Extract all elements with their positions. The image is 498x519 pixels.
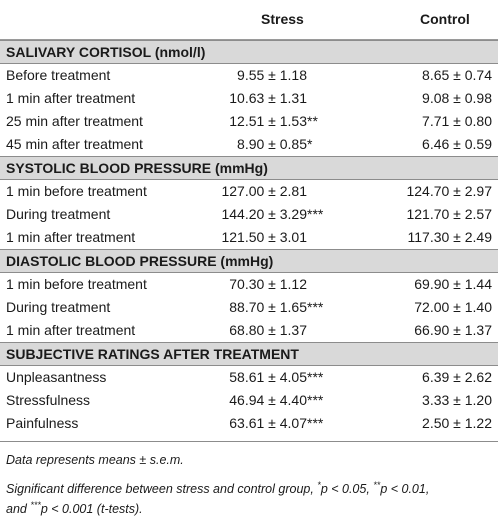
stress-value-cell: 58.61 ± 4.05*** [219, 369, 331, 385]
stress-value: 88.70 ± 1.65 [229, 299, 307, 315]
row-label: 1 min after treatment [6, 229, 136, 245]
control-value: 2.50 ± 1.22 [422, 415, 492, 431]
section-header: DIASTOLIC BLOOD PRESSURE (mmHg) [0, 249, 498, 273]
header-control: Control [420, 11, 470, 27]
control-value: 9.08 ± 0.98 [422, 90, 492, 106]
stress-value: 58.61 ± 4.05 [229, 369, 307, 385]
table-header: Stress Control [0, 0, 498, 40]
significance-marker: *** [307, 369, 324, 385]
stress-value: 63.61 ± 4.07 [229, 415, 307, 431]
table-row: Unpleasantness 58.61 ± 4.05*** 6.39 ± 2.62 [0, 366, 498, 389]
significance-marker: *** [307, 392, 324, 408]
table-bottom-rule [0, 441, 498, 442]
significance-marker: *** [307, 299, 324, 315]
row-label: Stressfulness [6, 392, 91, 408]
stress-value: 8.90 ± 0.85 [237, 136, 307, 152]
table-row: Painfulness 63.61 ± 4.07*** 2.50 ± 1.22 [0, 412, 498, 435]
table-row: 1 min before treatment 127.00 ± 2.81 124.7… [0, 180, 498, 203]
significance-marker: * [307, 136, 313, 152]
row-label: Painfulness [6, 415, 79, 431]
control-value: 8.65 ± 0.74 [422, 67, 492, 83]
stress-value-cell: 121.50 ± 3.01 [219, 229, 331, 245]
row-label: Unpleasantness [6, 369, 107, 385]
row-label: 1 min after treatment [6, 322, 136, 338]
control-value: 121.70 ± 2.57 [406, 206, 492, 222]
row-label: During treatment [6, 299, 111, 315]
significance-marker: *** [307, 206, 324, 222]
stress-value: 144.20 ± 3.29 [221, 206, 307, 222]
note-significance-prefix: Significant difference between stress an… [6, 482, 318, 496]
row-label: 1 min after treatment [6, 90, 136, 106]
section-title: SALIVARY CORTISOL (nmol/l) [6, 44, 206, 60]
stress-value: 12.51 ± 1.53 [229, 113, 307, 129]
control-value: 3.33 ± 1.20 [422, 392, 492, 408]
stress-value-cell: 12.51 ± 1.53** [219, 113, 331, 129]
table-row: During treatment 144.20 ± 3.29*** 121.70 ±… [0, 203, 498, 226]
stress-value: 127.00 ± 2.81 [221, 183, 307, 199]
row-label: During treatment [6, 206, 111, 222]
control-value: 66.90 ± 1.37 [414, 322, 492, 338]
control-value: 7.71 ± 0.80 [422, 113, 492, 129]
row-label: 25 min after treatment [6, 113, 143, 129]
row-label: 1 min before treatment [6, 183, 147, 199]
control-value: 117.30 ± 2.49 [407, 229, 493, 245]
note-sig-1: * [317, 480, 321, 490]
table-row: 1 min after treatment 121.50 ± 3.01 117.30… [0, 226, 498, 249]
header-stress: Stress [261, 11, 304, 27]
stress-value-cell: 46.94 ± 4.40*** [219, 392, 331, 408]
control-value: 69.90 ± 1.44 [414, 276, 492, 292]
significance-marker: ** [307, 113, 318, 129]
note-p2: p < 0.01, [380, 482, 430, 496]
stress-value-cell: 127.00 ± 2.81 [219, 183, 331, 199]
note-sig-3: *** [30, 500, 41, 510]
note-p1: p < 0.05, [320, 482, 374, 496]
note-sig-2: ** [373, 480, 381, 490]
stress-value: 9.55 ± 1.18 [237, 67, 307, 83]
control-value: 6.39 ± 2.62 [422, 369, 492, 385]
stress-value-cell: 10.63 ± 1.31 [219, 90, 331, 106]
control-value: 124.70 ± 2.97 [406, 183, 492, 199]
stress-value: 121.50 ± 3.01 [221, 229, 307, 245]
row-label: 1 min before treatment [6, 276, 147, 292]
significance-marker: *** [307, 415, 324, 431]
table-row: During treatment 88.70 ± 1.65*** 72.00 ± 1… [0, 296, 498, 319]
stress-value: 68.80 ± 1.37 [229, 322, 307, 338]
section-header: SUBJECTIVE RATINGS AFTER TREATMENT [0, 342, 498, 366]
section-header: SYSTOLIC BLOOD PRESSURE (mmHg) [0, 156, 498, 180]
stress-value: 70.30 ± 1.12 [229, 276, 307, 292]
note-p3: p < 0.001 (t-tests). [40, 502, 143, 516]
stress-value-cell: 88.70 ± 1.65*** [219, 299, 331, 315]
stress-value: 10.63 ± 1.31 [229, 90, 307, 106]
section-title: SUBJECTIVE RATINGS AFTER TREATMENT [6, 346, 299, 362]
section-title: DIASTOLIC BLOOD PRESSURE (mmHg) [6, 253, 274, 269]
table-row: 1 min after treatment 68.80 ± 1.37 66.90 ±… [0, 319, 498, 342]
table-row: Before treatment 9.55 ± 1.18 8.65 ± 0.74 [0, 64, 498, 87]
stress-value-cell: 70.30 ± 1.12 [219, 276, 331, 292]
note-line2-prefix: and [6, 502, 31, 516]
section-title: SYSTOLIC BLOOD PRESSURE (mmHg) [6, 160, 268, 176]
stress-value-cell: 63.61 ± 4.07*** [219, 415, 331, 431]
row-label: 45 min after treatment [6, 136, 143, 152]
table-row: 25 min after treatment 12.51 ± 1.53** 7.71… [0, 110, 498, 133]
stress-value-cell: 144.20 ± 3.29*** [219, 206, 331, 222]
table-row: Stressfulness 46.94 ± 4.40*** 3.33 ± 1.20 [0, 389, 498, 412]
table-row: 45 min after treatment 8.90 ± 0.85* 6.46 ±… [0, 133, 498, 156]
control-value: 72.00 ± 1.40 [414, 299, 492, 315]
stress-value-cell: 68.80 ± 1.37 [219, 322, 331, 338]
table-row: 1 min before treatment 70.30 ± 1.12 69.90 … [0, 273, 498, 296]
note-significance: Significant difference between stress an… [0, 479, 498, 519]
control-value: 6.46 ± 0.59 [422, 136, 492, 152]
stress-value: 46.94 ± 4.40 [229, 392, 307, 408]
table-body: SALIVARY CORTISOL (nmol/l) Before treatme… [0, 40, 498, 435]
row-label: Before treatment [6, 67, 111, 83]
stress-value-cell: 9.55 ± 1.18 [219, 67, 331, 83]
table-row: 1 min after treatment 10.63 ± 1.31 9.08 ± … [0, 87, 498, 110]
section-header: SALIVARY CORTISOL (nmol/l) [0, 40, 498, 64]
note-means: Data represents means ± s.e.m. [6, 453, 184, 467]
stress-value-cell: 8.90 ± 0.85* [219, 136, 331, 152]
